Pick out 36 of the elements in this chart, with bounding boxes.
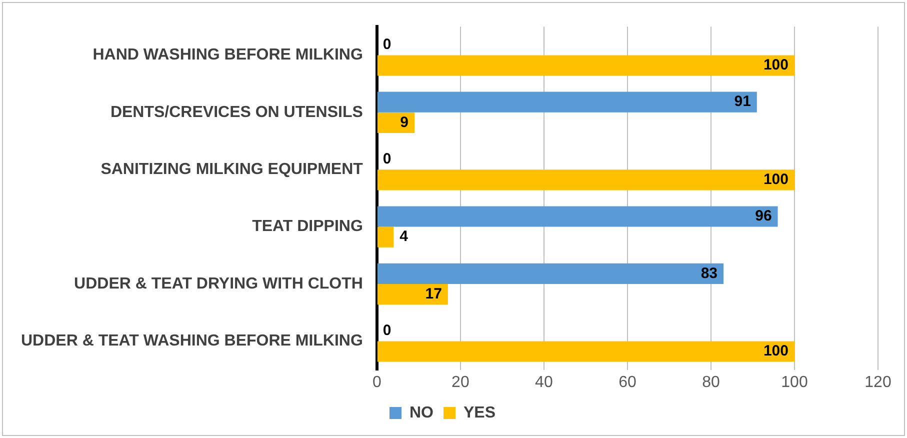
bar: [377, 284, 448, 305]
y-tick-label: HAND WASHING BEFORE MILKING: [92, 46, 363, 64]
data-label: 100: [763, 56, 788, 74]
data-label: 100: [763, 171, 788, 188]
data-label: 100: [763, 342, 788, 360]
bar: [377, 55, 794, 76]
legend-label: NO: [409, 404, 434, 422]
bar: [377, 263, 724, 284]
bar: [377, 206, 778, 227]
x-tick-label: 40: [535, 374, 553, 391]
legend-label: YES: [463, 404, 496, 422]
x-tick-label: 0: [372, 374, 382, 391]
data-label: 96: [755, 208, 772, 225]
bar: [377, 341, 794, 362]
bar: [377, 226, 394, 248]
x-tick-label: 120: [864, 374, 892, 391]
y-tick-label: UDDER & TEAT WASHING BEFORE MILKING: [21, 332, 363, 350]
y-tick-label: TEAT DIPPING: [252, 218, 363, 236]
x-tick-label: 60: [618, 374, 636, 391]
x-tick-label: 80: [702, 374, 720, 391]
bar: [377, 170, 794, 190]
y-tick-label: DENTS/CREVICES ON UTENSILS: [110, 104, 364, 121]
data-label: 91: [734, 93, 751, 110]
data-label: 4: [400, 228, 409, 246]
y-tick-label: UDDER & TEAT DRYING WITH CLOTH: [74, 275, 363, 292]
data-label: 83: [700, 264, 718, 282]
data-label: 0: [382, 322, 392, 340]
x-tick-label: 100: [781, 374, 808, 391]
x-tick-label: 20: [452, 374, 470, 391]
data-label: 0: [382, 36, 392, 54]
bar: [377, 112, 415, 133]
data-label: 9: [400, 114, 409, 131]
bar: [377, 92, 757, 112]
data-label: 17: [425, 285, 442, 302]
data-label: 0: [382, 150, 392, 168]
y-tick-label: SANITIZING MILKING EQUIPMENT: [100, 161, 364, 178]
